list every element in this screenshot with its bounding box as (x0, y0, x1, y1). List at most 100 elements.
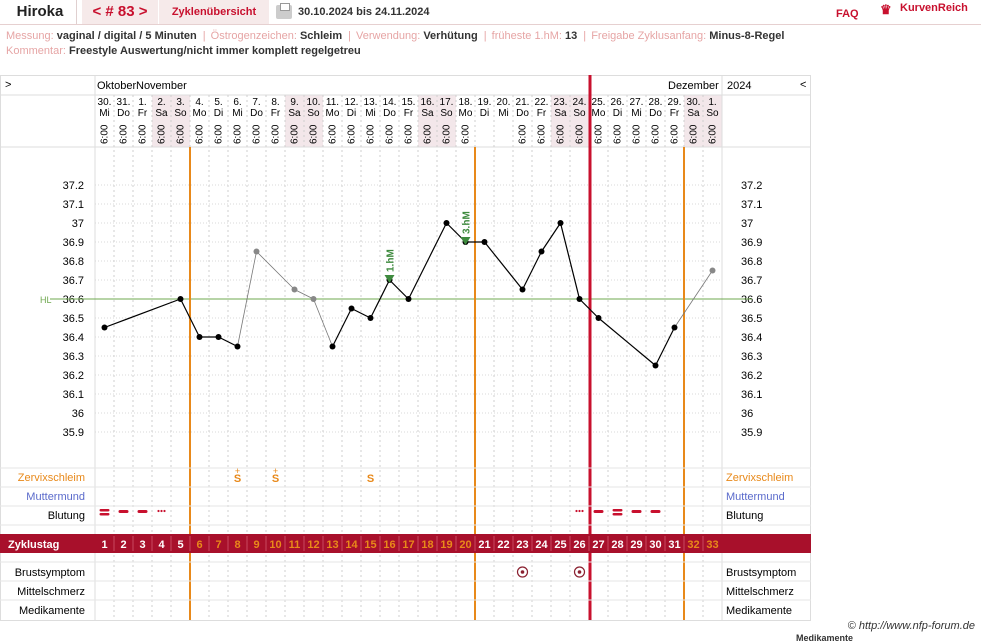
date-label: 6. (233, 97, 241, 108)
time-label: 6:00 (100, 124, 111, 144)
ytick-label-right: 36.2 (741, 370, 762, 382)
ytick-label-right: 36.9 (741, 237, 762, 249)
weekday-label: Mi (498, 108, 509, 119)
cycle-day-number: 10 (269, 539, 281, 551)
usage-label: Verwendung: (356, 30, 421, 42)
weekday-label: Sa (687, 108, 700, 119)
brand-link[interactable]: ♛ KurvenReich (880, 2, 968, 17)
weekday-label: Mi (365, 108, 376, 119)
temperature-line-segment (179, 298, 201, 338)
date-label: 5. (214, 97, 222, 108)
temperature-point (310, 296, 317, 302)
measurement-value: vaginal / digital / 5 Minuten (56, 30, 197, 42)
date-label: 20. (497, 97, 511, 108)
cycle-day-number: 28 (611, 539, 623, 551)
bleeding-spotting-dot (160, 509, 163, 513)
ytick-label-left: 37 (72, 218, 84, 230)
faq-link[interactable]: FAQ (836, 8, 859, 20)
breast-symptom-icon (516, 566, 529, 578)
time-label: 6:00 (214, 124, 225, 144)
ytick-label-left: 36.2 (63, 370, 84, 382)
breast-symptom-icon-dot (577, 570, 582, 574)
time-label: 6:00 (252, 124, 263, 144)
temperature-line-segment (256, 251, 295, 290)
temperature-line-segment (389, 279, 409, 300)
cervix-plus-mark: + (273, 466, 278, 476)
cycle-day-number: 3 (139, 539, 145, 551)
comment-value: Freestyle Auswertung/nicht immer komplet… (68, 45, 361, 57)
release-label: Freigabe Zyklusanfang: (591, 30, 707, 42)
time-label: 6:00 (119, 124, 130, 144)
peak-marker-triangle (460, 237, 471, 245)
temperature-line-segment (559, 222, 581, 300)
ytick-label-right: 36.6 (741, 294, 762, 306)
time-label: 6:00 (442, 124, 453, 144)
temperature-line-segment (579, 298, 599, 319)
cycle-day-number: 6 (196, 539, 202, 551)
printer-icon[interactable] (276, 3, 292, 20)
cycle-day-number: 23 (516, 539, 528, 551)
date-label: 8. (271, 97, 279, 108)
weekend-shade (703, 95, 722, 147)
ytick-label-right: 36.4 (741, 332, 762, 344)
date-label: 24. (573, 97, 587, 108)
time-label: 6:00 (347, 124, 358, 144)
cycle-day-number: 21 (478, 539, 490, 551)
release-value: Minus-8-Regel (709, 30, 785, 42)
time-label: 6:00 (309, 124, 320, 144)
time-label: 6:00 (689, 124, 700, 144)
weekday-label: So (706, 108, 719, 119)
date-label: 1. (708, 97, 716, 108)
ytick-label-left: 36.5 (63, 313, 84, 325)
time-label: 6:00 (670, 124, 681, 144)
bleeding-spotting-dot (157, 509, 160, 513)
weekend-shade (418, 95, 437, 147)
weekday-label: Fr (138, 108, 148, 119)
time-label: 6:00 (271, 124, 282, 144)
weekday-label: Mo (459, 108, 473, 119)
mittelschmerz-label-right: Mittelschmerz (726, 586, 794, 598)
time-label: 6:00 (575, 124, 586, 144)
weekday-label: Mo (193, 108, 207, 119)
cycle-day-number: 22 (497, 539, 509, 551)
muttermund-label-right: Muttermund (726, 491, 785, 503)
cycle-day-number: 25 (554, 539, 566, 551)
ytick-label-right: 35.9 (741, 427, 762, 439)
bleeding-spotting-dot (163, 509, 166, 513)
weekday-label: Di (214, 108, 223, 119)
date-label: 4. (195, 97, 203, 108)
weekday-label: So (174, 108, 187, 119)
temperature-line-segment (674, 270, 713, 328)
cycle-day-number: 30 (649, 539, 661, 551)
temperature-point (177, 296, 184, 302)
cycle-overview-link[interactable]: Zyklenübersicht (158, 0, 269, 24)
ytick-label-left: 36 (72, 408, 84, 420)
cycle-number-nav[interactable]: < # 83 > (82, 0, 158, 24)
measurement-label: Messung: (6, 30, 54, 42)
ytick-label-left: 36.3 (63, 351, 84, 363)
top-bar: Hiroka < # 83 > Zyklenübersicht 30.10.20… (0, 0, 981, 25)
usage-value: Verhütung (423, 30, 478, 42)
chart-frame (0, 75, 811, 621)
temperature-point (576, 296, 583, 302)
bleeding-medium-mark (118, 510, 129, 513)
weekday-label: Do (516, 108, 529, 119)
ytick-label-left: 36.6 (63, 294, 84, 306)
estrogen-value: Schleim (299, 30, 343, 42)
cycle-day-number: 5 (177, 539, 183, 551)
temperature-point (405, 296, 412, 302)
cervix-mark: S (272, 473, 279, 485)
temperature-line-segment (351, 307, 371, 319)
brand-label: KurvenReich (900, 2, 968, 14)
time-label: 6:00 (613, 124, 624, 144)
separator: | (348, 30, 351, 42)
ytick-label-right: 36.7 (741, 275, 762, 287)
weekday-label: Fr (537, 108, 547, 119)
bleeding-spotting-dot (578, 509, 581, 513)
measurement-info-row: Messung: vaginal / digital / 5 Minuten | … (6, 30, 788, 42)
date-label: 2. (157, 97, 165, 108)
cycle-day-number: 19 (440, 539, 452, 551)
comment-row: Kommentar: Freestyle Auswertung/nicht im… (6, 45, 365, 57)
user-name: Hiroka (4, 0, 77, 24)
temperature-line-segment (313, 298, 333, 347)
